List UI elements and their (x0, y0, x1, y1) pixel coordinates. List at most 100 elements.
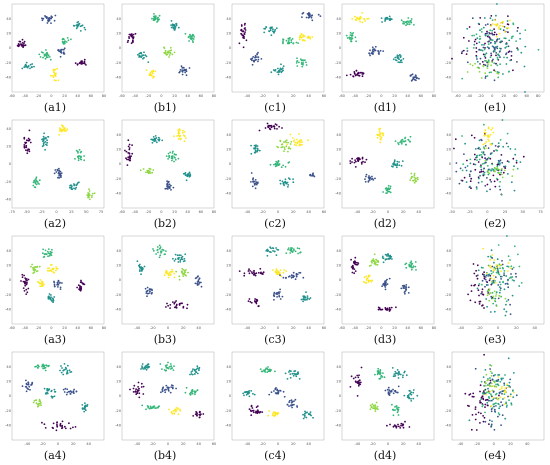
data-point (311, 174, 314, 177)
data-point (524, 91, 526, 93)
data-point (21, 38, 24, 41)
data-point (461, 169, 464, 172)
data-point (147, 170, 150, 173)
data-point (152, 169, 155, 171)
data-point (59, 286, 62, 289)
data-point (394, 391, 397, 393)
data-point (285, 39, 288, 42)
data-point (172, 301, 174, 303)
data-point (266, 254, 269, 257)
data-point (83, 159, 86, 162)
data-point (495, 54, 497, 57)
data-point (405, 374, 408, 377)
data-point (178, 275, 181, 278)
data-point (58, 167, 60, 170)
data-point (483, 123, 485, 126)
data-point (77, 152, 79, 154)
data-point (31, 382, 34, 385)
x-tick-label: 0 (277, 210, 280, 214)
data-point (194, 413, 197, 415)
data-point (482, 267, 484, 269)
data-point (493, 31, 496, 34)
scatter-panel: -40 -20 0 20 40 -40 -20 0 20 40 (a4) (4, 350, 106, 464)
data-point (507, 262, 510, 264)
data-point (484, 64, 487, 67)
y-tick-label: -20 (335, 409, 342, 413)
data-point (489, 292, 492, 294)
data-point (164, 391, 167, 394)
cluster-points (53, 279, 63, 290)
data-point (491, 168, 493, 170)
data-point (474, 163, 477, 166)
data-point (503, 165, 505, 168)
data-point (353, 161, 356, 164)
data-point (487, 40, 489, 43)
data-point (499, 388, 501, 391)
data-point (454, 138, 457, 141)
data-point (280, 68, 283, 70)
plot-frame (121, 351, 215, 441)
data-point (484, 161, 487, 164)
data-point (498, 374, 501, 376)
data-point (23, 66, 26, 69)
data-point (186, 175, 189, 178)
data-point (416, 394, 419, 397)
data-point (277, 392, 279, 394)
data-point (405, 24, 407, 27)
panel-caption: (e3) (483, 333, 507, 346)
y-tick-label: 0 (9, 162, 12, 166)
cluster-points (272, 288, 284, 301)
data-point (178, 132, 180, 134)
data-point (461, 50, 464, 53)
data-point (75, 186, 77, 189)
data-point (272, 247, 275, 250)
data-point (494, 280, 496, 282)
data-point (274, 370, 276, 373)
data-point (357, 376, 360, 379)
data-point (63, 391, 66, 393)
data-point (501, 161, 504, 164)
plot-frame (11, 3, 105, 93)
data-point (369, 54, 371, 57)
data-point (50, 17, 53, 20)
data-point (58, 174, 60, 177)
data-point (493, 405, 495, 408)
data-point (485, 373, 488, 376)
data-point (493, 69, 495, 72)
data-point (484, 420, 487, 423)
data-point (460, 52, 463, 55)
data-point (303, 414, 306, 416)
data-point (29, 388, 31, 391)
data-point (497, 412, 500, 414)
data-point (493, 310, 496, 313)
data-point (173, 272, 176, 275)
data-point (275, 124, 278, 126)
data-point (177, 134, 180, 137)
data-point (502, 377, 504, 380)
data-point (513, 279, 515, 282)
data-point (494, 50, 496, 52)
data-point (372, 260, 374, 262)
data-point (486, 75, 489, 77)
data-point (345, 74, 348, 77)
data-point (173, 153, 176, 156)
y-tick-label: 40 (116, 249, 121, 253)
data-point (23, 146, 26, 148)
data-point (487, 63, 489, 66)
data-point (254, 56, 256, 59)
data-point (306, 295, 309, 297)
data-point (174, 408, 177, 411)
data-point (515, 275, 517, 278)
cluster-points (486, 280, 507, 307)
data-point (305, 61, 307, 64)
x-tick-label: -20 (150, 326, 157, 330)
data-point (159, 363, 162, 365)
data-point (378, 130, 381, 133)
data-point (470, 428, 473, 431)
data-point (53, 281, 56, 284)
data-point (506, 404, 508, 407)
data-point (409, 75, 412, 77)
data-point (269, 370, 272, 373)
data-point (198, 416, 201, 419)
data-point (451, 57, 453, 60)
